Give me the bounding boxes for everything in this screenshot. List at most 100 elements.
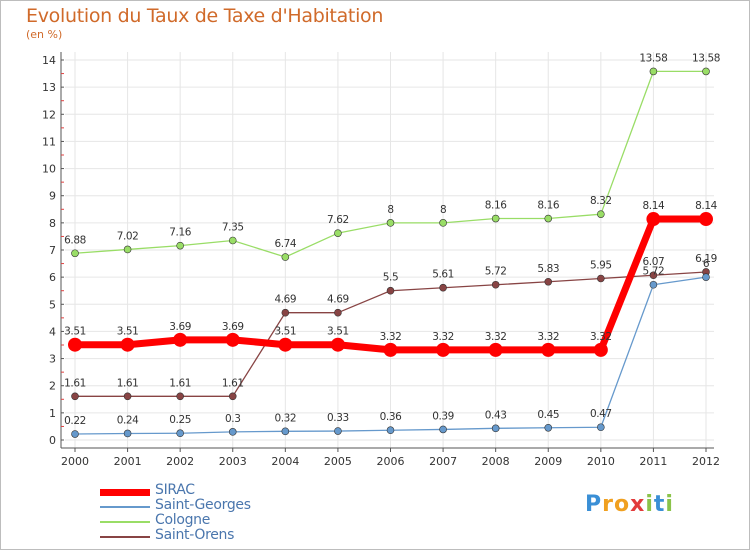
- data-point: [123, 429, 132, 438]
- x-tick-label: 2000: [61, 455, 89, 468]
- data-label: 3.32: [432, 331, 454, 343]
- data-label: 0.33: [327, 412, 349, 424]
- data-point: [544, 214, 553, 223]
- y-tick-label: 11: [42, 135, 56, 148]
- data-label: 0.24: [117, 414, 139, 426]
- y-tick-label: 1: [49, 407, 56, 420]
- y-tick-label: 8: [49, 217, 56, 230]
- data-point: [386, 219, 395, 227]
- data-label: 1.61: [117, 377, 139, 389]
- y-tick-label: 0: [49, 434, 56, 447]
- legend-item: SIRAC: [100, 482, 320, 499]
- x-tick-label: 2002: [166, 455, 194, 468]
- data-label: 8: [387, 204, 393, 216]
- logo-letter: t: [653, 492, 666, 517]
- logo-letter: P: [585, 492, 603, 517]
- data-point: [702, 273, 710, 281]
- data-label: 8.16: [485, 200, 507, 212]
- data-point: [597, 274, 605, 283]
- x-tick-label: 2010: [587, 455, 615, 468]
- data-point: [646, 212, 661, 227]
- data-label: 5.72: [643, 266, 665, 278]
- logo-letter: r: [602, 492, 614, 517]
- data-point: [544, 423, 553, 432]
- data-label: 6.74: [274, 238, 296, 250]
- data-label: 0.47: [590, 408, 612, 420]
- data-point: [225, 332, 240, 347]
- data-label: 1.61: [64, 377, 86, 389]
- data-label: 3.32: [485, 331, 507, 343]
- data-label: 8: [440, 204, 446, 216]
- data-point: [123, 392, 132, 401]
- data-label: 0.3: [225, 413, 241, 425]
- data-point: [71, 430, 79, 438]
- y-tick-label: 12: [42, 108, 56, 121]
- legend-item: Cologne: [100, 512, 320, 529]
- data-label: 6.19: [695, 253, 717, 265]
- data-point: [71, 249, 79, 258]
- y-tick-label: 7: [49, 244, 56, 257]
- data-label: 4.69: [327, 294, 349, 306]
- legend-label: Saint-Georges: [155, 497, 251, 513]
- data-label: 1.61: [169, 377, 191, 389]
- data-label: 4.69: [274, 294, 296, 306]
- legend-label: Cologne: [155, 512, 211, 528]
- x-tick-label: 2004: [271, 455, 299, 468]
- y-tick-label: 6: [49, 271, 56, 284]
- data-point: [228, 392, 237, 401]
- data-label: 0.43: [485, 409, 507, 421]
- data-label: 3.32: [590, 331, 612, 343]
- data-point: [436, 342, 451, 357]
- data-point: [699, 212, 713, 227]
- data-label: 0.32: [274, 412, 296, 424]
- x-tick-label: 2005: [324, 455, 352, 468]
- x-tick-label: 2011: [639, 455, 667, 468]
- data-point: [439, 425, 447, 434]
- data-point: [439, 219, 447, 227]
- data-label: 6.88: [64, 234, 86, 246]
- data-point: [649, 271, 658, 280]
- data-label: 13.58: [692, 52, 720, 64]
- data-label: 8.16: [537, 200, 559, 212]
- logo-letter: x: [630, 492, 646, 517]
- data-label: 0.22: [64, 415, 86, 427]
- x-tick-label: 2006: [377, 455, 405, 468]
- data-point: [491, 214, 500, 223]
- legend-swatch: [100, 521, 150, 523]
- legend-swatch: [100, 506, 150, 508]
- data-label: 7.62: [327, 214, 349, 226]
- data-point: [228, 236, 237, 245]
- data-label: 5.83: [537, 263, 559, 275]
- x-tick-label: 2008: [482, 455, 510, 468]
- data-label: 7.16: [169, 227, 191, 239]
- data-point: [176, 241, 184, 250]
- data-label: 1.61: [222, 377, 244, 389]
- data-label: 3.69: [222, 321, 244, 333]
- data-label: 3.51: [274, 326, 296, 338]
- data-label: 5.95: [590, 260, 612, 272]
- data-label: 8.14: [695, 200, 717, 212]
- y-tick-label: 13: [42, 81, 56, 94]
- x-tick-label: 2001: [114, 455, 142, 468]
- data-point: [488, 342, 503, 357]
- data-point: [330, 337, 345, 352]
- data-label: 8.14: [643, 200, 665, 212]
- data-label: 3.69: [169, 321, 191, 333]
- x-tick-label: 2009: [534, 455, 562, 468]
- data-label: 8.32: [590, 195, 612, 207]
- data-point: [702, 67, 710, 76]
- data-point: [123, 245, 132, 254]
- data-point: [334, 308, 342, 317]
- data-label: 7.02: [117, 230, 139, 242]
- x-tick-label: 2003: [219, 455, 247, 468]
- data-point: [71, 392, 79, 401]
- legend-swatch: [100, 536, 150, 538]
- data-point: [541, 342, 556, 357]
- y-tick-label: 5: [49, 298, 56, 311]
- data-point: [383, 342, 398, 357]
- data-label: 3.51: [64, 326, 86, 338]
- data-point: [649, 67, 658, 76]
- data-label: 13.58: [639, 52, 667, 64]
- legend-swatch: [100, 488, 150, 496]
